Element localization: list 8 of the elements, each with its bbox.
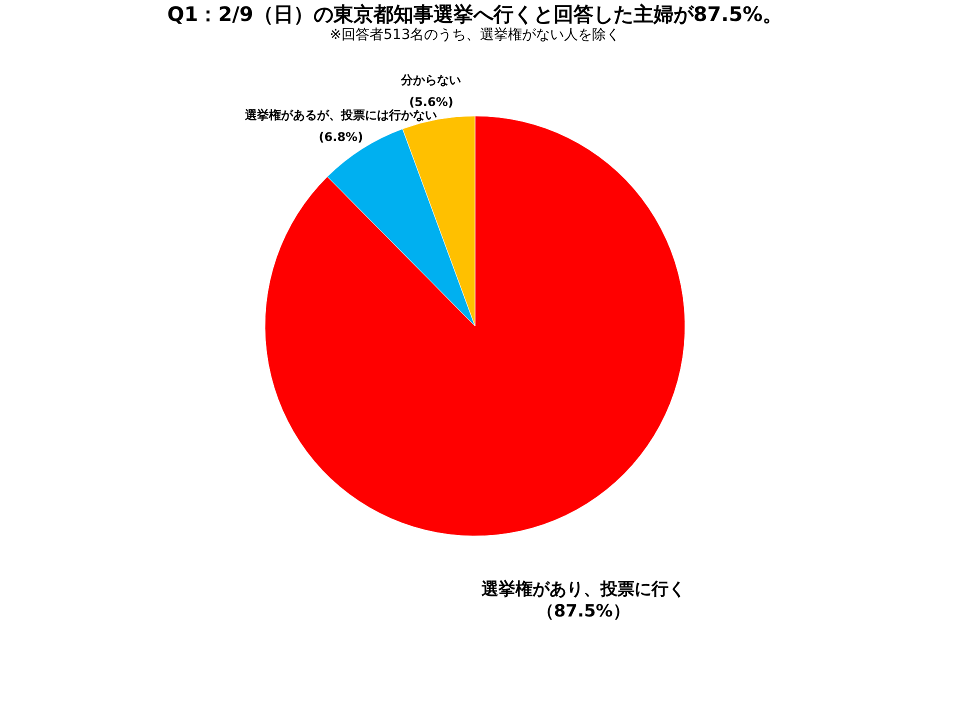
data-label: (6.8%): [318, 130, 364, 144]
data-label: （87.5%）: [536, 602, 630, 622]
slice-label: 分からない: [400, 72, 462, 87]
slice-label: 選挙権があるが、投票には行かない: [244, 108, 437, 122]
chart-title: Q1：2/9（日）の東京都知事選挙へ行くと回答した主婦が87.5%。: [167, 2, 783, 26]
chart-subtitle: ※回答者513名のうち、選挙権がない人を除く: [330, 27, 620, 43]
data-label: (5.6%): [409, 94, 454, 109]
slice-label: 選挙権があり、投票に行く: [481, 580, 686, 600]
